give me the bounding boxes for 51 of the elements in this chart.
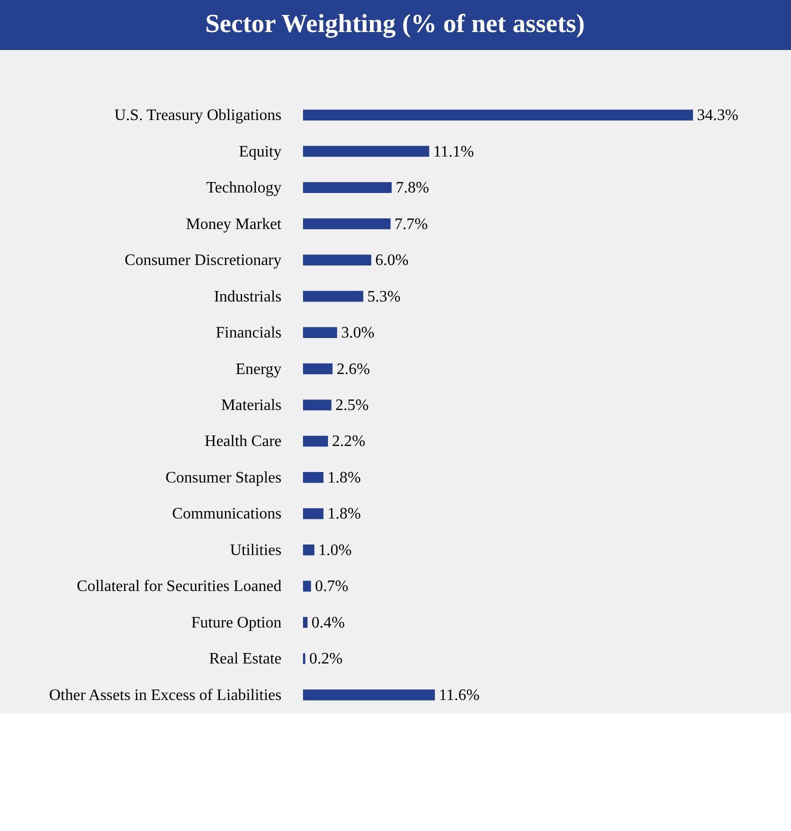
chart-title: Sector Weighting (% of net assets)	[205, 9, 585, 38]
y-tick-label: Technology	[206, 180, 282, 197]
bar	[303, 110, 693, 121]
data-label: 2.6%	[336, 360, 370, 378]
y-tick-label: Industrials	[214, 288, 282, 306]
y-tick-label: Utilities	[230, 542, 282, 559]
data-label: 11.1%	[433, 143, 474, 160]
data-label: 1.8%	[327, 469, 361, 486]
y-tick-label: Financials	[216, 324, 282, 342]
bar	[303, 616, 308, 628]
bar	[303, 182, 392, 194]
data-label: 1.0%	[318, 542, 352, 559]
y-tick-label: Other Assets in Excess of Liabilities	[49, 686, 282, 704]
data-label: 11.6%	[438, 686, 480, 704]
bar	[303, 508, 324, 520]
y-tick-label: Collateral for Securities Loaned	[76, 578, 282, 596]
y-tick-label: Equity	[238, 143, 282, 160]
data-label: 7.8%	[396, 180, 430, 197]
y-tick-label: U.S. Treasury Obligations	[114, 107, 282, 124]
bar	[303, 436, 328, 447]
data-label: 2.2%	[332, 433, 366, 450]
data-label: 2.5%	[335, 397, 369, 414]
bar	[303, 290, 364, 302]
bar	[303, 400, 332, 410]
bar	[303, 689, 435, 700]
y-tick-label: Consumer Discretionary	[124, 252, 282, 270]
data-label: 6.0%	[375, 252, 409, 270]
y-tick-label: Real Estate	[209, 650, 282, 668]
bar	[303, 254, 372, 266]
y-tick-label: Materials	[221, 397, 282, 414]
y-tick-label: Money Market	[186, 216, 282, 233]
data-label: 0.4%	[312, 614, 345, 632]
data-label: 34.3%	[697, 107, 738, 124]
bar	[303, 146, 430, 157]
bar	[303, 580, 311, 592]
data-label: 0.7%	[314, 578, 348, 596]
data-label: 5.3%	[367, 288, 401, 306]
data-label: 0.2%	[309, 650, 343, 668]
bar	[303, 327, 338, 338]
bar	[303, 472, 324, 483]
y-tick-label: Consumer Staples	[166, 469, 282, 486]
bar	[303, 218, 391, 230]
data-label: 3.0%	[341, 324, 374, 342]
bar	[303, 544, 314, 556]
bar	[303, 363, 333, 374]
y-tick-label: Communications	[172, 506, 282, 523]
data-label: 1.8%	[327, 506, 361, 523]
y-tick-label: Health Care	[204, 433, 282, 450]
y-tick-label: Future Option	[191, 614, 282, 632]
data-label: 7.7%	[394, 216, 428, 233]
y-tick-label: Energy	[236, 360, 282, 378]
